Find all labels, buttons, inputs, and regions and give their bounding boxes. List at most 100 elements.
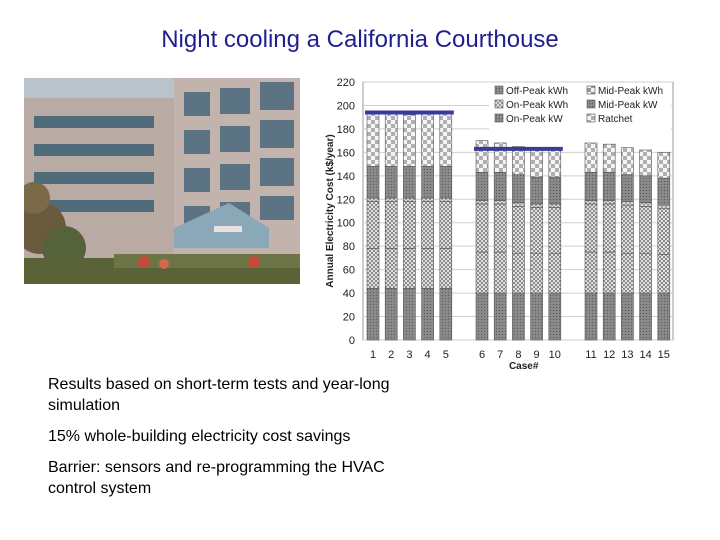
bar-mid-peak-kw-case-3 <box>403 197 416 202</box>
bar-on-peak-kw-case-1 <box>366 166 380 199</box>
bar-mid-peak-kwh-case-7 <box>493 251 507 294</box>
y-tick-label: 140 <box>337 171 355 183</box>
bar-on-peak-kw-case-15 <box>657 177 671 206</box>
bar-on-peak-kw-case-6 <box>475 172 489 201</box>
bar-mid-peak-kwh-case-4 <box>421 248 434 289</box>
bar-ratchet-case-2 <box>384 113 398 167</box>
bar-mid-peak-kw-case-14 <box>639 202 652 207</box>
bar-on-peak-kwh-case-8 <box>512 206 525 254</box>
bar-on-peak-kw-case-4 <box>421 166 434 199</box>
y-tick-label: 220 <box>337 77 355 89</box>
bar-off-peak-kwh-case-10 <box>548 292 562 341</box>
bar-mid-peak-kwh-case-3 <box>403 248 416 289</box>
bar-on-peak-kw-case-12 <box>602 172 616 201</box>
courthouse-photo <box>24 78 300 284</box>
legend-label-off-peak-kwh: Off-Peak kWh <box>506 86 568 97</box>
bar-on-peak-kw-case-7 <box>493 172 507 201</box>
bar-off-peak-kwh-case-6 <box>475 292 489 341</box>
y-tick-label: 100 <box>337 218 355 230</box>
x-tick-label: 6 <box>479 349 485 361</box>
bar-ratchet-case-10 <box>548 149 562 178</box>
bar-mid-peak-kwh-case-6 <box>475 251 489 294</box>
bar-ratchet-case-15 <box>657 152 671 179</box>
y-tick-label: 160 <box>337 147 355 159</box>
y-tick-label: 60 <box>343 265 355 277</box>
bar-on-peak-kwh-case-7 <box>493 203 507 253</box>
bar-mid-peak-kw-case-13 <box>621 201 634 206</box>
bar-mid-peak-kw-case-4 <box>421 197 434 202</box>
bar-off-peak-kwh-case-13 <box>621 292 634 341</box>
bar-mid-peak-kwh-case-10 <box>548 252 562 294</box>
bar-on-peak-kwh-case-5 <box>439 201 453 249</box>
bar-on-peak-kwh-case-2 <box>384 201 398 249</box>
bar-mid-peak-kwh-case-5 <box>439 248 453 289</box>
bar-on-peak-kwh-case-14 <box>639 206 652 254</box>
y-tick-label: 40 <box>343 288 355 300</box>
x-tick-label: 15 <box>658 349 670 361</box>
bar-mid-peak-kw-case-7 <box>493 200 507 205</box>
bar-mid-peak-kwh-case-1 <box>366 248 380 289</box>
bar-mid-peak-kw-case-11 <box>584 200 598 205</box>
bar-off-peak-kwh-case-5 <box>439 288 453 341</box>
y-axis-label: Annual Electricity Cost (k$/year) <box>325 134 336 287</box>
bar-off-peak-kwh-case-7 <box>493 292 507 341</box>
bar-on-peak-kw-case-10 <box>548 176 562 205</box>
legend-box <box>489 83 671 131</box>
bar-on-peak-kwh-case-13 <box>621 204 634 254</box>
bar-ratchet-case-11 <box>584 142 598 173</box>
bar-mid-peak-kwh-case-11 <box>584 251 598 294</box>
bar-mid-peak-kwh-case-8 <box>512 252 525 294</box>
bar-mid-peak-kw-case-15 <box>657 204 671 209</box>
bar-ratchet-case-9 <box>530 148 543 178</box>
bar-on-peak-kw-case-14 <box>639 175 652 204</box>
bar-mid-peak-kw-case-12 <box>602 200 616 205</box>
legend-swatch-on-peak-kw <box>494 113 504 123</box>
bar-mid-peak-kwh-case-14 <box>639 252 652 294</box>
bar-ratchet-case-8 <box>512 146 525 175</box>
bar-on-peak-kwh-case-4 <box>421 201 434 249</box>
x-axis-label: Case# <box>509 361 539 372</box>
bar-mid-peak-kw-case-6 <box>475 200 489 205</box>
bar-mid-peak-kw-case-1 <box>366 197 380 202</box>
bar-off-peak-kwh-case-2 <box>384 288 398 341</box>
bar-mid-peak-kw-case-9 <box>530 203 543 208</box>
bar-on-peak-kwh-case-12 <box>602 203 616 253</box>
bar-mid-peak-kw-case-10 <box>548 203 562 208</box>
x-tick-label: 12 <box>603 349 615 361</box>
legend-swatch-mid-peak-kw <box>586 99 596 109</box>
y-tick-label: 180 <box>337 124 355 136</box>
bar-mid-peak-kw-case-5 <box>439 197 453 202</box>
bar-mid-peak-kwh-case-2 <box>384 248 398 289</box>
x-tick-label: 11 <box>585 349 596 361</box>
bar-on-peak-kwh-case-11 <box>584 203 598 253</box>
chart-svg: 0 20 40 60 80 100 120 140 160 180 200 220 Annual Ele… <box>325 77 674 372</box>
legend-label-mid-peak-kwh: Mid-Peak kWh <box>598 86 663 97</box>
legend-label-mid-peak-kw: Mid-Peak kW <box>598 100 658 111</box>
bar-mid-peak-kwh-case-12 <box>602 251 616 294</box>
bar-ratchet-case-12 <box>602 143 616 173</box>
bar-on-peak-kw-case-11 <box>584 172 598 201</box>
electricity-cost-chart: 0 20 40 60 80 100 120 140 160 180 200 220 Annual Ele… <box>315 72 680 372</box>
bar-ratchet-case-13 <box>621 147 634 175</box>
legend-swatch-on-peak-kwh <box>494 99 504 109</box>
bar-mid-peak-kw-case-2 <box>384 197 398 202</box>
bar-mid-peak-kw-case-8 <box>512 202 525 207</box>
bar-on-peak-kw-case-13 <box>621 174 634 202</box>
legend-swatch-mid-peak-kwh <box>586 85 596 95</box>
x-tick-label: 7 <box>497 349 503 361</box>
bar-ratchet-case-1 <box>366 113 380 167</box>
bar-off-peak-kwh-case-15 <box>657 292 671 341</box>
bar-off-peak-kwh-case-3 <box>403 288 416 341</box>
y-tick-label: 20 <box>343 312 355 324</box>
legend-swatch-off-peak-kwh <box>494 85 504 95</box>
bar-mid-peak-kwh-case-9 <box>530 252 543 294</box>
x-tick-label: 9 <box>534 349 540 361</box>
bar-ratchet-case-6 <box>475 140 489 173</box>
bar-on-peak-kwh-case-15 <box>657 208 671 255</box>
y-tick-label: 80 <box>343 241 355 253</box>
legend-label-on-peak-kw: On-Peak kW <box>506 114 563 125</box>
legend-label-on-peak-kwh: On-Peak kWh <box>506 100 568 111</box>
bar-on-peak-kw-case-9 <box>530 176 543 205</box>
bar-on-peak-kwh-case-1 <box>366 201 380 249</box>
bar-off-peak-kwh-case-11 <box>584 292 598 341</box>
